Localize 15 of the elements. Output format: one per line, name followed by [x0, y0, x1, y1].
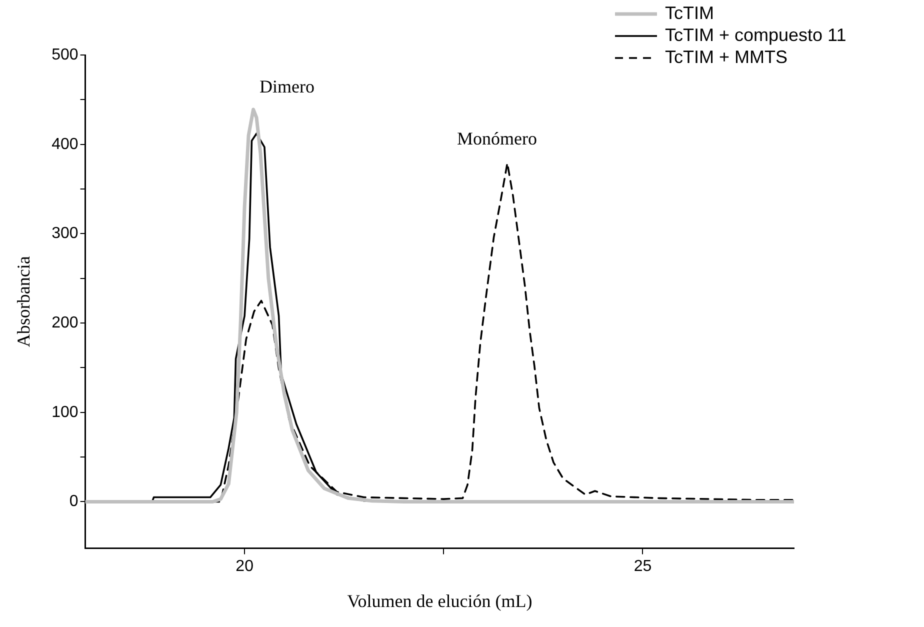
y-tick-label: 500 [52, 46, 78, 64]
y-tick-label: 400 [52, 136, 78, 153]
y-tick-label: 300 [52, 225, 78, 242]
legend-label: TcTIM + MMTS [665, 46, 788, 67]
x-axis-title: Volumen de elución (mL) [347, 590, 532, 611]
legend-label: TcTIM [665, 2, 714, 23]
annotation: Monómero [457, 128, 537, 149]
y-axis-title: Absorbancia [14, 256, 34, 348]
y-tick-label: 200 [52, 314, 78, 332]
annotation: Dimero [260, 76, 314, 97]
x-tick-label: 25 [634, 558, 652, 576]
y-tick-label: 100 [52, 404, 78, 421]
legend-label: TcTIM + compuesto 11 [665, 24, 846, 45]
x-tick-label: 20 [236, 558, 254, 576]
y-tick-label: 0 [69, 493, 78, 510]
